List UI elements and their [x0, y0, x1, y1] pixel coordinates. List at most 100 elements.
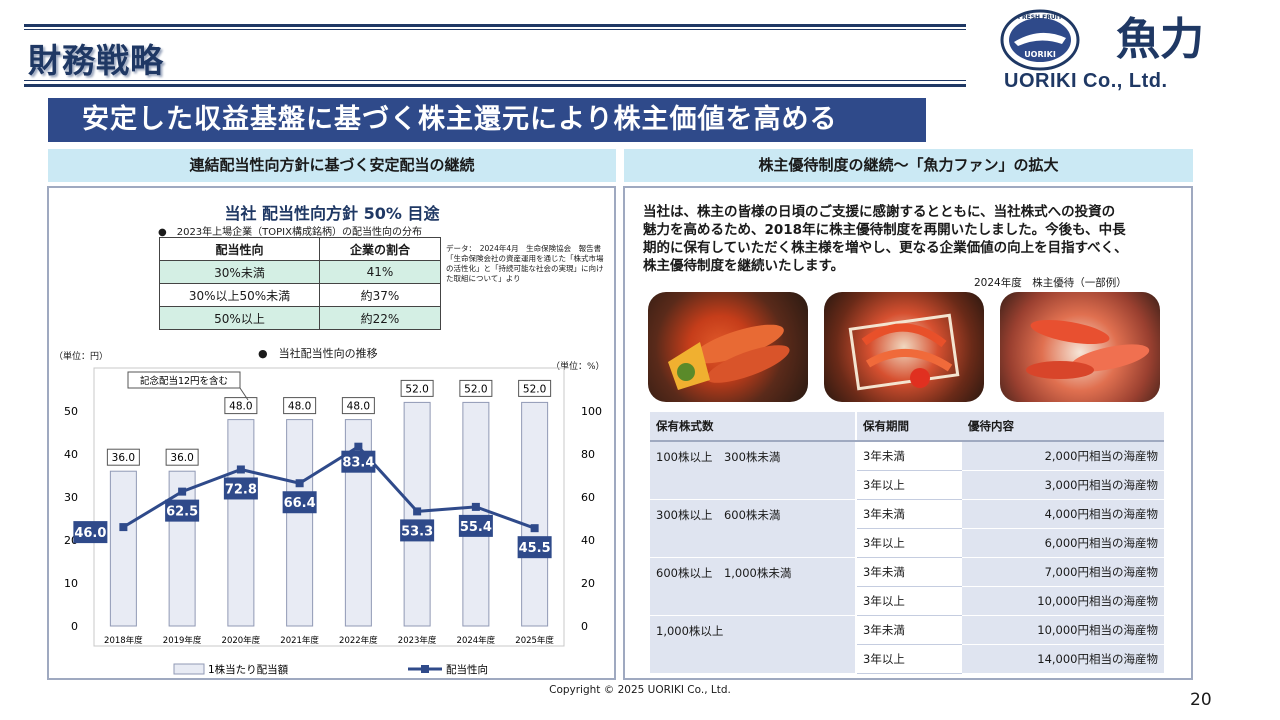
table-row: 3年以上 10,000円相当の海産物	[650, 586, 1164, 616]
top-rule	[24, 24, 966, 27]
left-panel-heading: 連結配当性向方針に基づく安定配当の継続	[48, 149, 616, 182]
chart-caption: ● 当社配当性向の推移	[258, 347, 378, 360]
ratio-label-box	[282, 491, 317, 514]
period-cell: 3年以上	[856, 528, 962, 558]
period-cell: 3年未満	[856, 499, 962, 529]
benefit-cell: 7,000円相当の海産物	[962, 557, 1164, 587]
seafood-photo-3	[1000, 292, 1160, 402]
benefit-cell: 6,000円相当の海産物	[962, 528, 1164, 558]
left-axis-tick: 0	[71, 620, 78, 633]
table-row: 30%未満 41%	[159, 260, 441, 284]
seafood-photo-3-art	[1026, 319, 1150, 379]
x-axis-label: 2023年度	[398, 635, 437, 646]
ratio-label-box	[341, 450, 376, 473]
callout-text: 記念配当12円を含む	[140, 375, 228, 387]
benefit-cell: 10,000円相当の海産物	[962, 586, 1164, 616]
right-panel-heading: 株主優待制度の継続〜「魚力ファン」の拡大	[624, 149, 1193, 182]
seafood-photo-2	[824, 292, 984, 402]
payout-ratio-line	[122, 444, 536, 530]
ratio-value-label: 55.4	[460, 520, 492, 535]
x-axis-label: 2024年度	[457, 635, 496, 646]
ratio-value-label: 66.4	[284, 496, 316, 511]
table-cell: 30%未満	[159, 260, 320, 284]
callout-pointer	[239, 387, 249, 401]
benefit-cell: 14,000円相当の海産物	[962, 644, 1164, 674]
seafood-photo-2-art	[848, 313, 960, 391]
table-row: 1,000株以上 3年未満 10,000円相当の海産物	[650, 615, 1164, 674]
bar-value-label: 52.0	[464, 383, 487, 395]
header-cell: 保有期間	[856, 412, 962, 442]
description-line: 魅力を高めるため、2018年に株主優待制度を再開いたしました。今後も、中長	[643, 222, 1126, 238]
dividend-bar	[521, 401, 549, 627]
bottom-rule	[24, 84, 966, 87]
ratio-label-box	[458, 514, 493, 537]
payout-ratio-point	[119, 523, 128, 532]
legend-bar-swatch	[173, 663, 205, 675]
header-cell: 保有株式数	[650, 412, 857, 442]
table-row: 600株以上 1,000株未満 3年未満 7,000円相当の海産物	[650, 557, 1164, 616]
right-axis-tick: 20	[581, 577, 595, 590]
bar-label-box	[341, 397, 375, 415]
company-name: UORIKI Co., Ltd.	[1004, 70, 1168, 92]
payout-ratio-point	[178, 487, 187, 496]
dividend-bar	[227, 419, 255, 627]
right-axis-tick: 0	[581, 620, 588, 633]
bar-label-box	[224, 397, 258, 415]
source-note: データ： 2024年4月 生命保険協会 報告書「生命保険会社の資産運用を通じた「…	[446, 244, 604, 283]
ratio-value-label: 72.8	[225, 482, 257, 497]
bar-value-label: 52.0	[405, 383, 428, 395]
x-axis-label: 2022年度	[339, 635, 378, 646]
left-axis-unit: （単位：円）	[54, 352, 109, 362]
right-axis-tick: 100	[581, 405, 602, 418]
payout-ratio-point	[354, 442, 363, 451]
shares-cell: 300株以上 600株未満	[650, 499, 857, 558]
table-row: 3年以上 6,000円相当の海産物	[650, 528, 1164, 558]
bar-value-label: 48.0	[229, 401, 252, 413]
x-axis-label: 2018年度	[104, 635, 143, 646]
bar-value-label: 48.0	[347, 401, 370, 413]
right-axis-tick: 40	[581, 534, 595, 547]
page-title: 財務戦略	[28, 41, 164, 80]
bottom-rule-thin	[24, 80, 966, 81]
left-axis-tick: 30	[64, 491, 78, 504]
header-cell: 優待内容	[962, 412, 1164, 442]
distribution-caption: ● 2023年上場企業（TOPIX構成銘柄）の配当性向の分布	[158, 227, 422, 238]
bar-label-box	[459, 379, 493, 397]
benefit-cell: 10,000円相当の海産物	[962, 615, 1164, 645]
photo-caption: 2024年度 株主優待（一部例）	[974, 277, 1127, 289]
bar-value-label: 52.0	[523, 383, 546, 395]
bar-label-box	[283, 397, 317, 415]
table-cell: 41%	[319, 260, 441, 284]
bar-value-label: 36.0	[170, 452, 193, 464]
ratio-label-box	[165, 499, 200, 522]
header-cell: 配当性向	[159, 237, 320, 261]
benefit-cell: 4,000円相当の海産物	[962, 499, 1164, 529]
x-axis-label: 2025年度	[515, 635, 554, 646]
table-cell: 約37%	[319, 283, 441, 307]
right-axis-tick: 60	[581, 491, 595, 504]
ratio-value-label: 45.5	[519, 541, 551, 556]
period-cell: 3年未満	[856, 615, 962, 645]
table-header-row: 配当性向 企業の割合	[159, 237, 441, 261]
table-row: 3年以上 3,000円相当の海産物	[650, 470, 1164, 500]
description-line: 株主優待制度を継続いたします。	[643, 258, 845, 274]
bar-label-box	[400, 379, 434, 397]
legend-bar-label: 1株当たり配当額	[208, 663, 289, 676]
period-cell: 3年未満	[856, 441, 962, 471]
payout-ratio-point	[413, 507, 422, 516]
copyright: Copyright © 2025 UORIKI Co., Ltd.	[549, 684, 731, 696]
shares-cell: 100株以上 300株未満	[650, 441, 857, 500]
dividend-bar	[286, 419, 314, 627]
bar-label-box	[165, 448, 199, 466]
table-row: 300株以上 600株未満 3年未満 4,000円相当の海産物	[650, 499, 1164, 558]
logo-mark-text: FRESH FRUIT	[1018, 14, 1063, 21]
table-cell: 50%以上	[159, 306, 320, 330]
logo-mark: FRESH FRUIT UORIKI 魚力	[1000, 9, 1204, 71]
headline-banner: 安定した収益基盤に基づく株主還元により株主価値を高める	[48, 98, 926, 142]
left-axis-tick: 50	[64, 405, 78, 418]
x-axis-label: 2019年度	[163, 635, 202, 646]
benefit-description: 当社は、株主の皆様の日頃のご支援に感謝するとともに、当社株式への投資の 魅力を高…	[643, 203, 1183, 275]
callout-box	[127, 371, 241, 389]
payout-ratio-point	[295, 479, 304, 488]
ratio-value-label: 62.5	[166, 505, 198, 520]
